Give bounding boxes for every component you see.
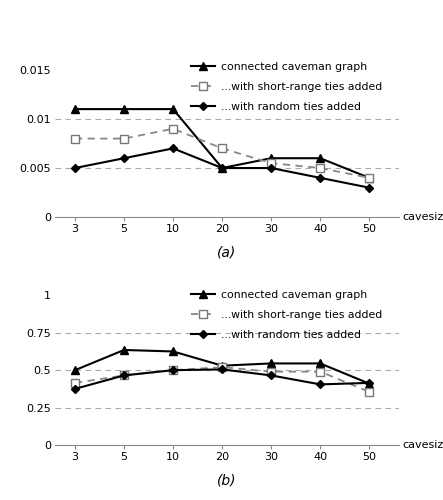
Text: (b): (b) — [217, 474, 237, 488]
Text: cavesize: cavesize — [402, 212, 443, 222]
Legend: connected caveman graph, ...with short-range ties added, ...with random ties add: connected caveman graph, ...with short-r… — [191, 62, 382, 112]
Text: cavesize: cavesize — [402, 440, 443, 450]
Legend: connected caveman graph, ...with short-range ties added, ...with random ties add: connected caveman graph, ...with short-r… — [191, 290, 382, 340]
Text: (a): (a) — [218, 246, 237, 260]
